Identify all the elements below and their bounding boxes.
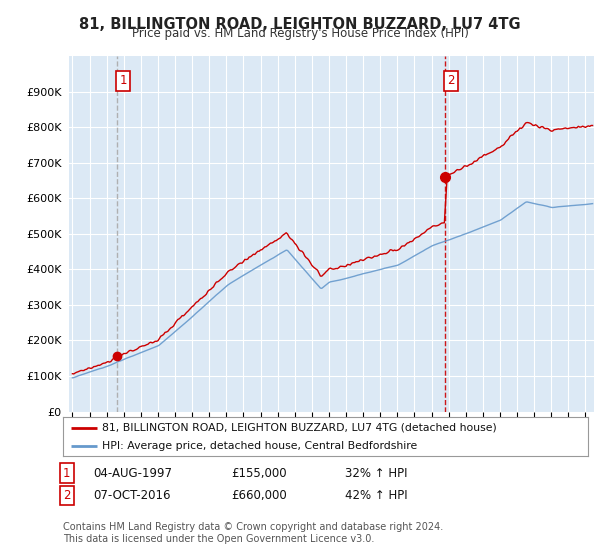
Text: Price paid vs. HM Land Registry's House Price Index (HPI): Price paid vs. HM Land Registry's House … xyxy=(131,27,469,40)
Text: 1: 1 xyxy=(119,74,127,87)
Text: 81, BILLINGTON ROAD, LEIGHTON BUZZARD, LU7 4TG (detached house): 81, BILLINGTON ROAD, LEIGHTON BUZZARD, L… xyxy=(103,423,497,433)
Text: 42% ↑ HPI: 42% ↑ HPI xyxy=(345,489,407,502)
Text: 2: 2 xyxy=(447,74,455,87)
Text: HPI: Average price, detached house, Central Bedfordshire: HPI: Average price, detached house, Cent… xyxy=(103,441,418,451)
Text: 81, BILLINGTON ROAD, LEIGHTON BUZZARD, LU7 4TG: 81, BILLINGTON ROAD, LEIGHTON BUZZARD, L… xyxy=(79,17,521,32)
Text: £155,000: £155,000 xyxy=(231,466,287,480)
Text: 2: 2 xyxy=(63,489,71,502)
Text: Contains HM Land Registry data © Crown copyright and database right 2024.
This d: Contains HM Land Registry data © Crown c… xyxy=(63,522,443,544)
Text: 07-OCT-2016: 07-OCT-2016 xyxy=(93,489,170,502)
Text: 32% ↑ HPI: 32% ↑ HPI xyxy=(345,466,407,480)
Text: 04-AUG-1997: 04-AUG-1997 xyxy=(93,466,172,480)
Text: 1: 1 xyxy=(63,466,71,480)
Text: £660,000: £660,000 xyxy=(231,489,287,502)
